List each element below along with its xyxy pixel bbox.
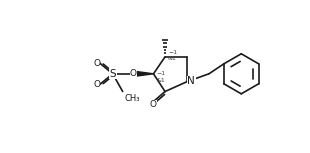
Text: CH₃: CH₃ — [125, 94, 140, 103]
Polygon shape — [134, 71, 153, 76]
Text: −1: −1 — [157, 71, 166, 76]
Text: &1: &1 — [157, 78, 165, 83]
Text: O: O — [130, 69, 137, 78]
Text: O: O — [93, 80, 100, 89]
Text: N: N — [187, 76, 195, 86]
Text: O: O — [93, 58, 100, 67]
Text: S: S — [109, 69, 116, 79]
Text: &1: &1 — [168, 56, 177, 61]
Text: −1: −1 — [168, 50, 177, 55]
Text: O: O — [150, 100, 157, 109]
